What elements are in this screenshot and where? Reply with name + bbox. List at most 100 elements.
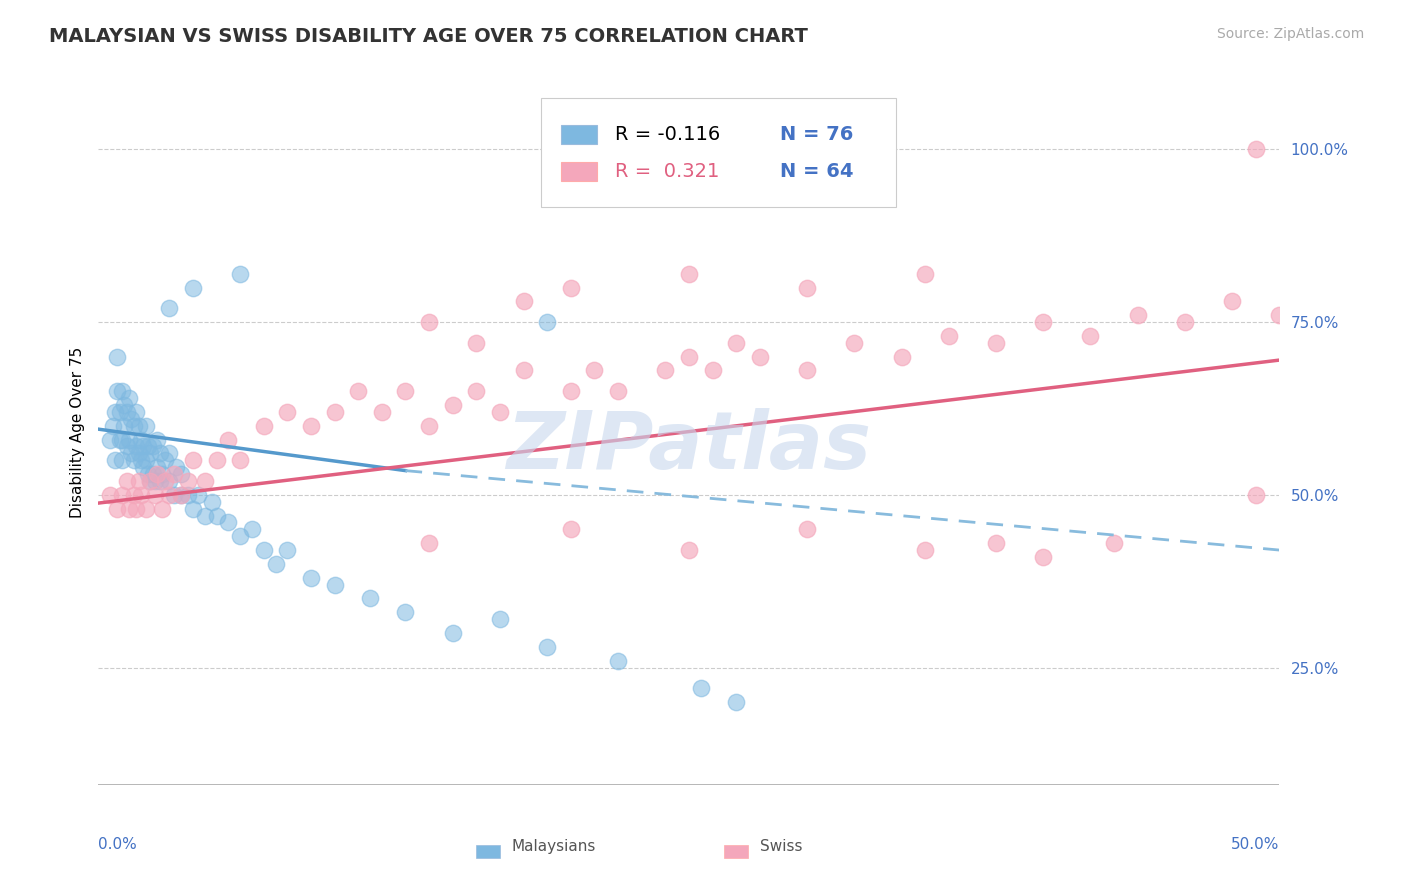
- Text: Source: ZipAtlas.com: Source: ZipAtlas.com: [1216, 27, 1364, 41]
- Point: [607, 654, 630, 668]
- Point: [512, 294, 534, 309]
- Point: [177, 488, 200, 502]
- Point: [276, 405, 298, 419]
- Point: [299, 418, 322, 433]
- Point: [105, 350, 128, 364]
- Point: [418, 418, 440, 433]
- Point: [253, 543, 276, 558]
- Point: [702, 363, 724, 377]
- Point: [142, 467, 165, 481]
- Point: [170, 467, 193, 481]
- Point: [111, 453, 134, 467]
- Point: [654, 363, 676, 377]
- Point: [146, 433, 169, 447]
- Point: [678, 543, 700, 558]
- Point: [441, 626, 464, 640]
- Point: [194, 508, 217, 523]
- Point: [111, 384, 134, 399]
- Point: [1102, 536, 1125, 550]
- Point: [125, 439, 148, 453]
- Point: [560, 280, 582, 294]
- Point: [512, 363, 534, 377]
- Point: [489, 612, 512, 626]
- Point: [890, 350, 912, 364]
- Point: [1244, 142, 1267, 156]
- Text: 0.0%: 0.0%: [98, 838, 138, 853]
- Point: [128, 446, 150, 460]
- Point: [98, 488, 121, 502]
- Point: [111, 433, 134, 447]
- Point: [146, 467, 169, 481]
- Point: [441, 398, 464, 412]
- Point: [229, 267, 252, 281]
- Point: [153, 453, 176, 467]
- Point: [146, 460, 169, 475]
- FancyBboxPatch shape: [477, 845, 501, 857]
- Point: [1032, 315, 1054, 329]
- Point: [157, 446, 180, 460]
- Point: [108, 405, 131, 419]
- Point: [104, 453, 127, 467]
- Y-axis label: Disability Age Over 75: Disability Age Over 75: [69, 347, 84, 518]
- Point: [489, 405, 512, 419]
- Point: [323, 577, 346, 591]
- Point: [115, 439, 138, 453]
- Point: [118, 433, 141, 447]
- Point: [796, 280, 818, 294]
- Point: [181, 280, 204, 294]
- Point: [108, 433, 131, 447]
- Text: N = 64: N = 64: [780, 162, 853, 181]
- Point: [359, 591, 381, 606]
- FancyBboxPatch shape: [561, 125, 596, 144]
- Point: [157, 301, 180, 316]
- Point: [121, 446, 143, 460]
- Point: [560, 522, 582, 536]
- Point: [128, 418, 150, 433]
- Point: [465, 335, 488, 350]
- Point: [984, 536, 1007, 550]
- Point: [201, 494, 224, 508]
- Point: [149, 474, 172, 488]
- Point: [1220, 294, 1243, 309]
- FancyBboxPatch shape: [724, 845, 748, 857]
- Point: [135, 453, 157, 467]
- Point: [165, 460, 187, 475]
- Point: [914, 267, 936, 281]
- Point: [105, 384, 128, 399]
- Point: [607, 384, 630, 399]
- Text: N = 76: N = 76: [780, 125, 853, 144]
- Point: [276, 543, 298, 558]
- Point: [139, 446, 162, 460]
- Point: [125, 501, 148, 516]
- Point: [536, 640, 558, 654]
- Point: [748, 350, 770, 364]
- Point: [984, 335, 1007, 350]
- Text: Swiss: Swiss: [759, 839, 803, 855]
- Point: [394, 384, 416, 399]
- Point: [323, 405, 346, 419]
- Point: [132, 439, 155, 453]
- Point: [136, 467, 159, 481]
- Point: [170, 488, 193, 502]
- Point: [129, 433, 152, 447]
- Point: [121, 412, 143, 426]
- Point: [536, 315, 558, 329]
- Point: [129, 488, 152, 502]
- Point: [264, 557, 287, 571]
- Point: [98, 433, 121, 447]
- FancyBboxPatch shape: [561, 162, 596, 181]
- Point: [217, 433, 239, 447]
- Point: [725, 695, 748, 709]
- Text: Malaysians: Malaysians: [512, 839, 596, 855]
- Point: [938, 329, 960, 343]
- Point: [142, 439, 165, 453]
- Point: [465, 384, 488, 399]
- Text: R =  0.321: R = 0.321: [614, 162, 718, 181]
- Point: [371, 405, 394, 419]
- Point: [205, 508, 228, 523]
- Point: [194, 474, 217, 488]
- Point: [229, 453, 252, 467]
- Point: [153, 474, 176, 488]
- Point: [394, 605, 416, 619]
- Point: [135, 501, 157, 516]
